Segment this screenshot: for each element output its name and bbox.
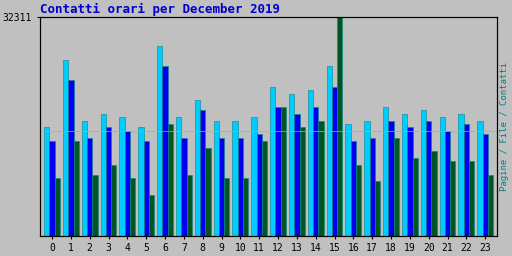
Bar [167,124,173,236]
Bar [143,141,149,236]
Bar [92,175,98,236]
Bar [477,121,483,236]
Bar [413,158,418,236]
Bar [55,178,60,236]
Bar [407,127,413,236]
Bar [238,137,243,236]
Bar [82,121,87,236]
Bar [125,131,130,236]
Bar [68,80,74,236]
Bar [176,117,181,236]
Bar [63,60,68,236]
Bar [294,114,300,236]
Text: Contatti orari per December 2019: Contatti orari per December 2019 [40,3,280,16]
Bar [431,151,437,236]
Bar [186,175,192,236]
Bar [383,107,389,236]
Bar [181,137,186,236]
Bar [138,127,143,236]
Bar [421,110,426,236]
Bar [365,121,370,236]
Bar [450,161,456,236]
Bar [469,161,474,236]
Bar [351,141,356,236]
Bar [111,165,116,236]
Bar [445,131,450,236]
Bar [370,137,375,236]
Bar [356,165,361,236]
Bar [149,195,154,236]
Bar [337,17,343,236]
Bar [162,67,167,236]
Bar [49,141,55,236]
Bar [257,134,262,236]
Y-axis label: Pagine / File / Contatti: Pagine / File / Contatti [500,62,509,191]
Bar [300,127,305,236]
Bar [270,87,275,236]
Bar [318,121,324,236]
Bar [281,107,286,236]
Bar [426,121,431,236]
Bar [332,87,337,236]
Bar [402,114,407,236]
Bar [375,182,380,236]
Bar [389,121,394,236]
Bar [483,134,488,236]
Bar [289,93,294,236]
Bar [313,107,318,236]
Bar [44,127,49,236]
Bar [243,178,248,236]
Bar [458,114,464,236]
Bar [327,67,332,236]
Bar [214,121,219,236]
Bar [74,141,79,236]
Bar [224,178,229,236]
Bar [275,107,281,236]
Bar [488,175,493,236]
Bar [440,117,445,236]
Bar [119,117,125,236]
Bar [157,46,162,236]
Bar [219,137,224,236]
Bar [251,117,257,236]
Bar [106,127,111,236]
Bar [346,124,351,236]
Bar [464,124,469,236]
Bar [262,141,267,236]
Bar [308,90,313,236]
Bar [232,121,238,236]
Bar [394,137,399,236]
Bar [130,178,135,236]
Bar [101,114,106,236]
Bar [195,100,200,236]
Bar [205,148,210,236]
Bar [200,110,205,236]
Bar [87,137,92,236]
